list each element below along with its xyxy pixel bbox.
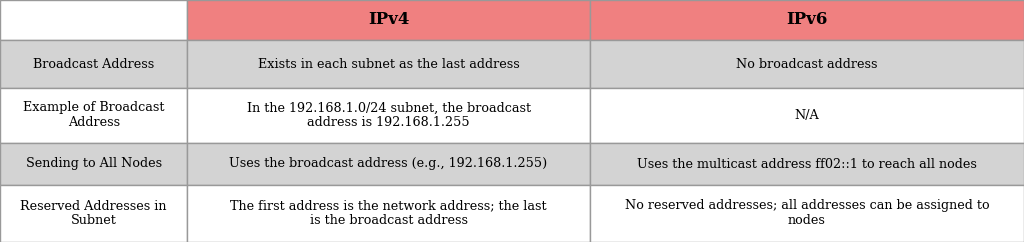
Bar xyxy=(0,185,187,242)
Bar xyxy=(0,143,187,185)
Text: Reserved Addresses in
Subnet: Reserved Addresses in Subnet xyxy=(20,199,167,227)
Bar xyxy=(590,143,1024,185)
Bar xyxy=(0,88,187,143)
Text: No broadcast address: No broadcast address xyxy=(736,58,878,70)
Bar xyxy=(187,0,590,40)
Text: Sending to All Nodes: Sending to All Nodes xyxy=(26,158,162,171)
Text: IPv6: IPv6 xyxy=(786,12,827,29)
Text: Broadcast Address: Broadcast Address xyxy=(33,58,155,70)
Bar xyxy=(0,40,187,88)
Text: Uses the broadcast address (e.g., 192.168.1.255): Uses the broadcast address (e.g., 192.16… xyxy=(229,158,548,171)
Bar xyxy=(590,185,1024,242)
Text: Uses the multicast address ff02::1 to reach all nodes: Uses the multicast address ff02::1 to re… xyxy=(637,158,977,171)
Bar xyxy=(590,88,1024,143)
Bar xyxy=(187,88,590,143)
Bar xyxy=(187,40,590,88)
Bar xyxy=(590,40,1024,88)
Text: In the 192.168.1.0/24 subnet, the broadcast
address is 192.168.1.255: In the 192.168.1.0/24 subnet, the broadc… xyxy=(247,101,530,129)
Bar xyxy=(0,0,187,40)
Text: The first address is the network address; the last
is the broadcast address: The first address is the network address… xyxy=(230,199,547,227)
Bar xyxy=(187,143,590,185)
Text: N/A: N/A xyxy=(795,109,819,122)
Text: No reserved addresses; all addresses can be assigned to
nodes: No reserved addresses; all addresses can… xyxy=(625,199,989,227)
Text: Example of Broadcast
Address: Example of Broadcast Address xyxy=(23,101,165,129)
Bar xyxy=(187,185,590,242)
Text: IPv4: IPv4 xyxy=(368,12,410,29)
Bar xyxy=(590,0,1024,40)
Text: Exists in each subnet as the last address: Exists in each subnet as the last addres… xyxy=(258,58,519,70)
